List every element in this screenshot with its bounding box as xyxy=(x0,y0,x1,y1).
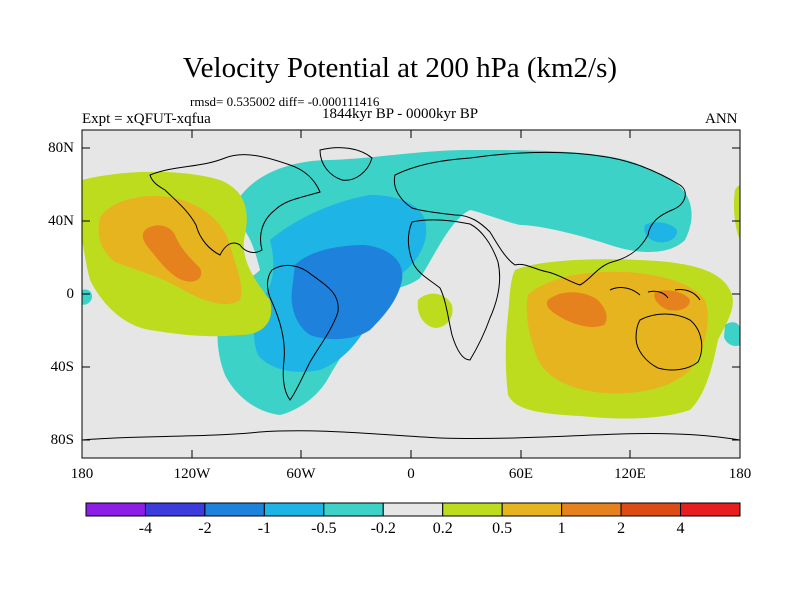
coast-antarctica xyxy=(82,430,740,441)
colorbar-label-3: -0.5 xyxy=(311,520,337,537)
coast-north-america xyxy=(149,154,321,256)
colorbar-label-8: 2 xyxy=(617,520,626,537)
y-label-80n: 80N xyxy=(48,140,74,156)
colorbar-label-6: 0.5 xyxy=(492,520,513,537)
y-label-40s: 40S xyxy=(50,359,74,375)
figure-title: Velocity Potential at 200 hPa (km2/s) xyxy=(182,52,618,84)
positive-anomaly-patch-dateline xyxy=(733,185,740,240)
negative-anomaly-region-small-japan xyxy=(644,222,678,243)
x-label-180-west: 180 xyxy=(70,466,94,482)
coastlines xyxy=(82,147,740,441)
stats-text: rmsd= 0.535002 diff= -0.000111416 xyxy=(190,94,380,109)
x-label-60e: 60E xyxy=(508,466,534,482)
colorbar-label-1: -2 xyxy=(198,520,212,537)
colorbar-label-4: -0.2 xyxy=(370,520,396,537)
y-label-40n: 40N xyxy=(48,213,74,229)
colorbar-label-7: 1 xyxy=(557,520,566,537)
axis-ticks xyxy=(81,130,741,458)
y-label-80s: 80S xyxy=(50,432,74,448)
positive-anomaly-region-1-new-guinea xyxy=(654,290,690,311)
y-label-0: 0 xyxy=(66,286,75,302)
x-label-120e: 120E xyxy=(614,466,646,482)
coast-maritime-continent xyxy=(609,287,701,301)
experiment-label: Expt = xQFUT-xqfua xyxy=(82,111,211,127)
colorbar-label-0: -4 xyxy=(138,520,153,537)
positive-anomaly-region-1-pacific xyxy=(142,225,202,282)
negative-anomaly-patch-east-pacific xyxy=(82,289,93,305)
coast-greenland xyxy=(319,147,373,181)
negative-anomaly-region-1 xyxy=(291,245,403,340)
coast-south-america xyxy=(267,264,339,401)
negative-anomaly-patch-west-edge xyxy=(724,322,740,347)
x-label-180-east: 180 xyxy=(728,466,752,482)
colorbar-label-9: 4 xyxy=(676,520,685,537)
colorbar-label-2: -1 xyxy=(257,520,272,537)
positive-anomaly-region-1-indo xyxy=(546,292,607,328)
x-label-60w: 60W xyxy=(286,466,316,482)
colorbar-label-5: 0.2 xyxy=(432,520,453,537)
x-label-0: 0 xyxy=(407,466,415,482)
season-label: ANN xyxy=(705,111,738,127)
coast-australia xyxy=(635,313,703,371)
coast-africa xyxy=(407,219,501,361)
positive-anomaly-patch-atlantic xyxy=(417,293,453,328)
period-subtitle: 1844kyr BP - 0000kyr BP xyxy=(322,106,479,122)
x-label-120w: 120W xyxy=(173,466,211,482)
coast-eurasia xyxy=(393,151,686,286)
